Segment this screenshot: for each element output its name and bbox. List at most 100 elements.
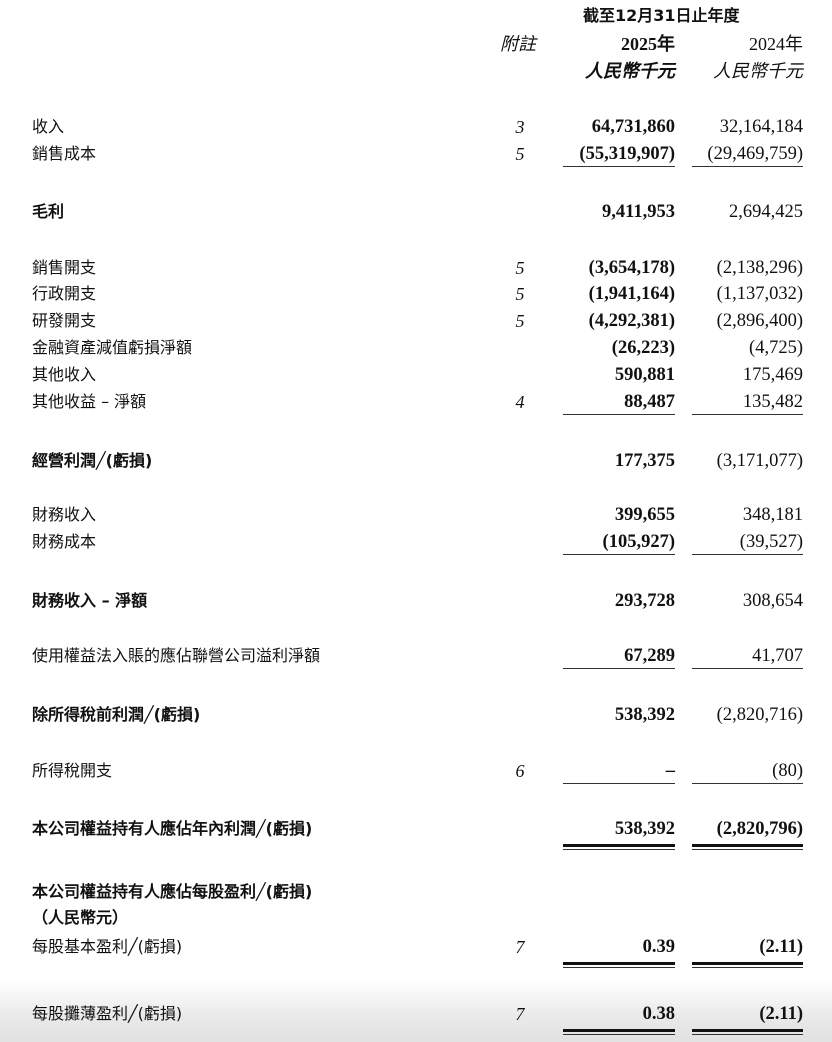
table-row: 財務收入 – 淨額 293,728 308,654 <box>0 588 832 614</box>
year-2024-heading: 2024年 <box>749 34 803 54</box>
double-underline <box>563 962 675 968</box>
value-2025: (26,223) <box>611 338 675 358</box>
row-label: 銷售成本 <box>32 144 97 163</box>
table-row: 銷售開支 5 (3,654,178) (2,138,296) <box>0 255 832 281</box>
table-row: 每股攤薄盈利╱(虧損) 7 0.38 (2.11) <box>0 1001 832 1035</box>
value-2024: 135,482 <box>742 392 803 412</box>
value-2024: (2,820,716) <box>716 705 803 725</box>
row-label: 經營利潤╱(虧損) <box>32 451 153 470</box>
value-2025: 538,392 <box>614 819 675 839</box>
table-row: 本公司權益持有人應佔年內利潤╱(虧損) 538,392 (2,820,796) <box>0 816 832 850</box>
note-column-heading: 附註 <box>500 34 536 54</box>
value-2024: (2,820,796) <box>716 819 803 839</box>
double-underline <box>692 844 803 850</box>
value-2025: 0.39 <box>642 937 675 957</box>
value-2024: 308,654 <box>742 591 803 611</box>
year-2025-heading: 2025年 <box>621 34 675 54</box>
row-label: 其他收益 – 淨額 <box>32 392 147 411</box>
row-label: 每股基本盈利╱(虧損) <box>32 937 183 956</box>
row-label: 財務成本 <box>32 532 97 551</box>
value-2025: 293,728 <box>614 591 675 611</box>
note-ref: 4 <box>515 392 525 412</box>
row-label: 所得稅開支 <box>32 761 113 780</box>
table-row: 使用權益法入賬的應佔聯營公司溢利淨額 67,289 41,707 <box>0 643 832 669</box>
double-underline <box>563 1029 675 1035</box>
table-row: （人民幣元） <box>0 905 832 931</box>
table-row: 除所得稅前利潤╱(虧損) 538,392 (2,820,716) <box>0 702 832 728</box>
row-label: 本公司權益持有人應佔年內利潤╱(虧損) <box>32 819 313 838</box>
value-2024: (3,171,077) <box>716 451 803 471</box>
double-underline <box>692 962 803 968</box>
value-2025: 590,881 <box>614 365 675 385</box>
note-ref: 7 <box>515 937 525 957</box>
table-row: 毛利 9,411,953 2,694,425 <box>0 199 832 225</box>
underline <box>563 668 675 669</box>
value-2025: (3,654,178) <box>588 258 675 278</box>
note-ref: 5 <box>515 284 525 304</box>
value-2024: 32,164,184 <box>719 117 803 137</box>
table-row: 行政開支 5 (1,941,164) (1,137,032) <box>0 281 832 307</box>
table-row: 研發開支 5 (4,292,381) (2,896,400) <box>0 308 832 334</box>
value-2025: 538,392 <box>614 705 675 725</box>
unit-2025-heading: 人民幣千元 <box>585 61 675 81</box>
table-row: 收入 3 64,731,860 32,164,184 <box>0 114 832 140</box>
value-2024: (2,896,400) <box>716 311 803 331</box>
row-label: 除所得稅前利潤╱(虧損) <box>32 705 201 724</box>
value-2025: 399,655 <box>614 505 675 525</box>
value-2025: 67,289 <box>624 646 675 666</box>
row-label: 行政開支 <box>32 284 97 303</box>
value-2024: (2,138,296) <box>716 258 803 278</box>
value-2025: 177,375 <box>614 451 675 471</box>
underline <box>692 414 803 415</box>
value-2024: (2.11) <box>759 1004 803 1024</box>
period-heading: 截至12月31日止年度 <box>583 6 740 25</box>
note-ref: 5 <box>515 311 525 331</box>
value-2024: 175,469 <box>742 365 803 385</box>
row-label: 研發開支 <box>32 311 97 330</box>
underline <box>692 166 803 167</box>
note-ref: 5 <box>515 144 525 164</box>
value-2024: (4,725) <box>749 338 803 358</box>
value-2024: (2.11) <box>759 937 803 957</box>
table-row: 本公司權益持有人應佔每股盈利╱(虧損) <box>0 879 832 905</box>
double-underline <box>692 1029 803 1035</box>
value-2024: (29,469,759) <box>707 144 803 164</box>
table-row: 財務收入 399,655 348,181 <box>0 502 832 528</box>
table-row: 其他收入 590,881 175,469 <box>0 362 832 388</box>
note-ref: 5 <box>515 258 525 278</box>
value-2024: (39,527) <box>739 532 803 552</box>
underline <box>692 668 803 669</box>
table-row: 經營利潤╱(虧損) 177,375 (3,171,077) <box>0 448 832 474</box>
row-label: 使用權益法入賬的應佔聯營公司溢利淨額 <box>32 646 321 665</box>
value-2025: 88,487 <box>624 392 675 412</box>
value-2025: (4,292,381) <box>588 311 675 331</box>
value-2024: (80) <box>772 761 803 781</box>
row-label: 銷售開支 <box>32 258 97 277</box>
underline <box>563 414 675 415</box>
underline <box>692 554 803 555</box>
value-2025: (105,927) <box>602 532 675 552</box>
value-2025: – <box>665 761 675 781</box>
value-2025: (55,319,907) <box>579 144 675 164</box>
row-label: 金融資產減值虧損淨額 <box>32 338 193 357</box>
table-row: 財務成本 (105,927) (39,527) <box>0 529 832 555</box>
value-2024: 348,181 <box>742 505 803 525</box>
table-row: 所得稅開支 6 – (80) <box>0 758 832 784</box>
value-2025: (1,941,164) <box>588 284 675 304</box>
table-row: 每股基本盈利╱(虧損) 7 0.39 (2.11) <box>0 934 832 968</box>
row-label: 收入 <box>32 117 65 136</box>
row-label: （人民幣元） <box>32 908 129 927</box>
underline <box>563 166 675 167</box>
table-row: 銷售成本 5 (55,319,907) (29,469,759) <box>0 141 832 167</box>
value-2025: 64,731,860 <box>591 117 675 137</box>
underline <box>563 554 675 555</box>
underline <box>563 783 675 784</box>
underline <box>692 783 803 784</box>
value-2025: 9,411,953 <box>602 202 675 222</box>
value-2025: 0.38 <box>642 1004 675 1024</box>
row-label: 本公司權益持有人應佔每股盈利╱(虧損) <box>32 882 313 901</box>
note-ref: 3 <box>515 117 525 137</box>
row-label: 財務收入 – 淨額 <box>32 591 148 610</box>
unit-2024-heading: 人民幣千元 <box>713 61 803 81</box>
row-label: 每股攤薄盈利╱(虧損) <box>32 1004 183 1023</box>
